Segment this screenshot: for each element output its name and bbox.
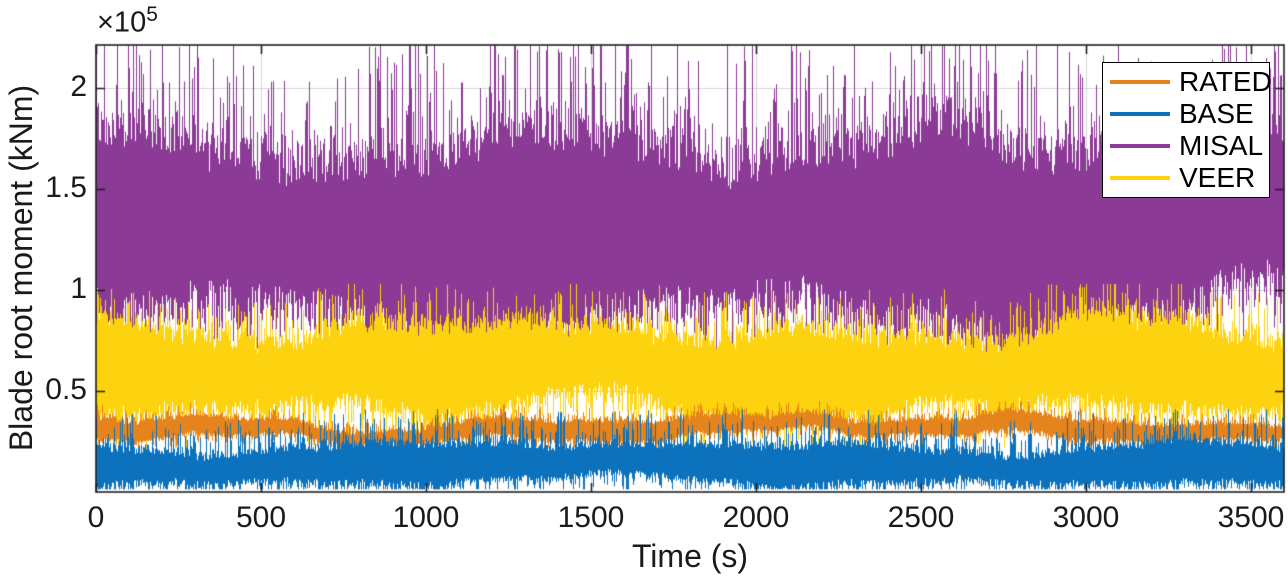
x-tick-label: 2000	[722, 501, 790, 534]
x-tick-label: 1500	[557, 501, 625, 534]
legend-item-misal: MISAL	[1103, 132, 1269, 160]
y-tick-label: 2	[70, 70, 87, 104]
offset-exponent: 5	[146, 3, 158, 26]
x-tick-label: 2500	[887, 501, 955, 534]
legend-label: VEER	[1179, 162, 1256, 193]
y-axis-offset-label: ×105	[97, 3, 158, 40]
y-tick-label: 0.5	[45, 373, 87, 407]
legend-line-swatch	[1110, 144, 1170, 148]
legend-line-swatch	[1110, 80, 1170, 84]
legend-item-rated: RATED	[1103, 66, 1272, 97]
legend-item-base: BASE	[1103, 100, 1269, 128]
offset-base: ×10	[97, 6, 147, 39]
legend-item-veer: VEER	[1103, 164, 1269, 192]
legend-label: MISAL	[1179, 130, 1264, 161]
y-axis-label: Blade root moment (kNm)	[3, 84, 39, 452]
y-tick-label: 1.5	[45, 171, 87, 205]
legend-line-swatch	[1110, 176, 1170, 180]
x-axis-label: Time (s)	[631, 538, 749, 574]
x-tick-label: 1000	[392, 501, 460, 534]
legend: RATED BASE MISAL VEER	[1102, 62, 1272, 198]
x-tick-label: 500	[235, 501, 287, 534]
legend-label: BASE	[1179, 98, 1254, 129]
legend-line-swatch	[1110, 112, 1170, 116]
x-tick-label: 3500	[1217, 501, 1285, 534]
y-tick-label: 1	[70, 272, 87, 306]
x-tick-label: 0	[87, 501, 105, 534]
x-tick-label: 3000	[1052, 501, 1120, 534]
legend-label: RATED	[1179, 66, 1272, 97]
